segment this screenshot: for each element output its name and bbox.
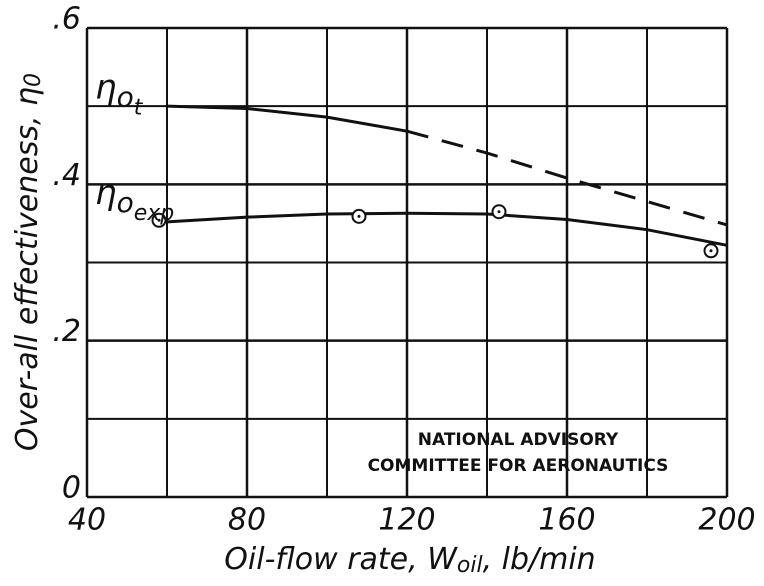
line — [166, 211, 728, 247]
data-point-center — [157, 218, 161, 222]
y-axis-label-part: Over-all effectiveness, η — [10, 87, 45, 451]
annotation: COMMITTEE FOR AERONAUTICS — [368, 456, 669, 476]
line — [406, 129, 728, 227]
curve-label-subsub: exp — [134, 201, 175, 226]
x-axis-label: Oil-flow rate, Woil, lb/min — [224, 542, 595, 579]
x-tick-label: 160 — [538, 503, 595, 538]
y-axis-label: Over-all effectiveness, η0 — [10, 73, 47, 451]
curve-label-symbol: η — [95, 172, 117, 212]
x-axis-label-part: , lb/min — [483, 542, 596, 577]
data-point-center — [497, 210, 501, 214]
y-tick-label: .2 — [52, 314, 81, 349]
data-point-center — [357, 214, 361, 218]
y-tick-label: 0 — [62, 471, 81, 506]
curve-label-sub: o — [117, 80, 134, 113]
curve-label: ηoexp — [95, 172, 174, 226]
x-tick-label: 80 — [228, 503, 266, 538]
annotation: NATIONAL ADVISORY — [418, 430, 619, 450]
x-tick-label: 200 — [698, 503, 755, 538]
curve-label-subsub: t — [134, 95, 144, 120]
y-axis-label-part: 0 — [21, 73, 46, 87]
y-tick-label: .4 — [52, 158, 81, 193]
curve-label-sub: o — [117, 186, 134, 219]
line — [166, 104, 408, 133]
curve-label-symbol: η — [95, 67, 117, 107]
data-point-center — [709, 249, 713, 253]
x-axis-label-part: Oil-flow rate, W — [224, 542, 458, 577]
x-axis-label-part: oil — [457, 553, 483, 578]
curve-label: ηot — [95, 67, 144, 121]
y-tick-label: .6 — [52, 2, 81, 37]
x-tick-label: 40 — [68, 503, 106, 538]
x-tick-label: 120 — [378, 503, 435, 538]
